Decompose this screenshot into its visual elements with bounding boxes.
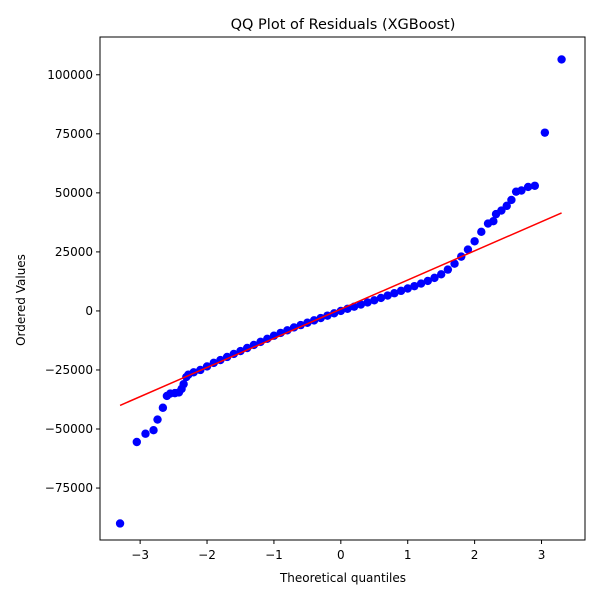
data-point-41 — [370, 296, 379, 305]
y-tick-label-3: 0 — [85, 304, 93, 318]
data-point-69 — [557, 55, 566, 64]
data-point-44 — [390, 289, 399, 298]
data-point-47 — [410, 281, 419, 291]
data-point-40 — [363, 298, 372, 307]
data-points — [115, 55, 566, 528]
data-point-66 — [523, 182, 533, 192]
data-point-67 — [530, 181, 540, 190]
data-point-43 — [383, 291, 392, 300]
data-point-29 — [289, 323, 299, 332]
y-tick-label-1: −50000 — [45, 422, 93, 436]
data-point-0 — [115, 519, 125, 528]
data-point-1 — [132, 437, 141, 447]
plot-frame — [99, 36, 586, 541]
data-point-39 — [356, 300, 366, 309]
data-point-49 — [423, 276, 432, 286]
data-point-57 — [477, 227, 486, 237]
x-tick-label-4: 1 — [404, 548, 412, 562]
chart-title: QQ Plot of Residuals (XGBoost) — [231, 17, 456, 33]
data-point-68 — [540, 128, 550, 137]
x-tick-label-5: 2 — [471, 548, 479, 562]
data-point-65 — [517, 186, 526, 195]
data-point-46 — [403, 284, 412, 293]
data-point-53 — [450, 259, 459, 268]
data-point-3 — [149, 425, 158, 435]
x-tick-label-6: 3 — [538, 548, 546, 562]
x-tick-label-0: −3 — [131, 548, 149, 562]
data-point-48 — [416, 279, 426, 288]
data-point-56 — [470, 237, 479, 246]
axes: −3 −2 −1 0 1 2 3 −75000 −50000 −25000 0 25000 50000 7… — [45, 36, 586, 562]
data-point-4 — [153, 415, 162, 424]
y-tick-label-2: −25000 — [45, 363, 93, 377]
data-point-50 — [430, 273, 439, 283]
y-tick-label-0: −75000 — [45, 481, 93, 495]
x-axis-label: Theoretical quantiles — [279, 571, 406, 585]
fit-line-layer — [119, 212, 562, 407]
y-tick-label-6: 75000 — [55, 127, 93, 141]
data-point-11 — [179, 379, 188, 389]
data-point-42 — [376, 293, 386, 303]
y-axis-label: Ordered Values — [14, 254, 28, 346]
data-point-28 — [283, 326, 292, 335]
y-tick-label-5: 50000 — [55, 186, 93, 200]
data-point-59 — [489, 216, 498, 226]
fit-line — [119, 212, 562, 407]
data-point-45 — [396, 286, 406, 296]
data-point-63 — [507, 195, 516, 205]
x-tick-label-3: 0 — [337, 548, 345, 562]
data-point-5 — [158, 403, 168, 412]
y-tick-label-7: 100000 — [47, 68, 93, 82]
x-tick-label-2: −1 — [265, 548, 283, 562]
data-point-62 — [502, 201, 511, 211]
data-point-55 — [463, 245, 473, 254]
data-point-23 — [249, 340, 259, 350]
data-point-52 — [443, 265, 453, 274]
y-tick-label-4: 25000 — [55, 245, 93, 259]
data-point-2 — [141, 429, 150, 438]
data-point-51 — [436, 270, 446, 279]
x-tick-label-1: −2 — [198, 548, 216, 562]
